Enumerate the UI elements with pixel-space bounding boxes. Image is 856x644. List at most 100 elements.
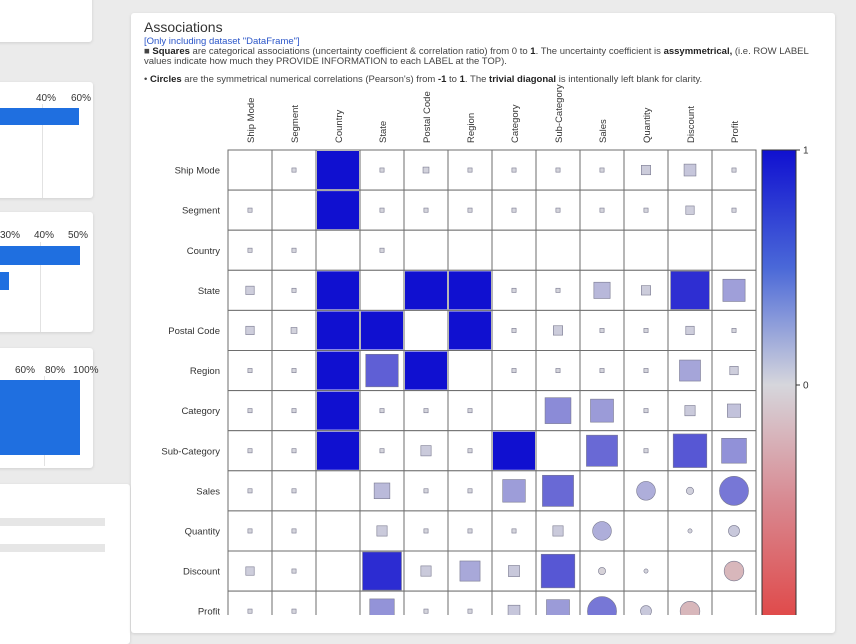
desc-text: are categorical associations (uncertaint… xyxy=(189,46,531,57)
association-square xyxy=(467,528,473,534)
heatmap-cell xyxy=(315,510,361,552)
association-square xyxy=(420,565,432,577)
association-square xyxy=(643,328,649,333)
association-square xyxy=(317,271,359,310)
association-square xyxy=(291,368,297,373)
association-square xyxy=(405,271,447,310)
tick-label: 100% xyxy=(73,365,99,376)
association-square xyxy=(291,528,297,534)
association-square xyxy=(542,474,574,507)
desc-text: are the symmetrical numerical correlatio… xyxy=(181,74,438,85)
association-square xyxy=(420,445,432,457)
association-square xyxy=(467,408,473,414)
association-square xyxy=(555,368,561,373)
bar xyxy=(0,108,79,125)
range-max: 1 xyxy=(459,74,465,85)
association-square xyxy=(379,207,385,213)
association-square xyxy=(508,565,520,577)
association-square xyxy=(685,325,695,335)
heatmap-cell xyxy=(667,229,713,271)
association-square xyxy=(731,167,737,173)
row-label: Profit xyxy=(198,607,221,615)
association-square xyxy=(555,167,561,173)
association-square xyxy=(599,167,605,173)
association-square xyxy=(423,608,429,614)
desc-text: . The uncertainty coefficient is xyxy=(535,46,664,57)
correlation-circle xyxy=(687,528,693,534)
association-square xyxy=(467,207,473,213)
tick-label: 30% xyxy=(0,230,21,241)
range-max: 1 xyxy=(530,46,536,57)
gridline xyxy=(40,242,41,332)
association-square xyxy=(423,207,429,213)
trivial-diagonal-term: trivial diagonal xyxy=(489,74,557,85)
association-square xyxy=(670,270,710,310)
association-square xyxy=(684,405,696,417)
association-square xyxy=(643,448,649,454)
association-square xyxy=(511,368,517,373)
heatmap-cell xyxy=(535,430,581,472)
row-label: Discount xyxy=(183,567,220,578)
correlation-circle xyxy=(636,481,656,501)
bar xyxy=(0,246,80,265)
heatmap-cell xyxy=(491,229,537,271)
row-label: Ship Mode xyxy=(175,166,220,177)
squares-description: ■ Squares are categorical associations (… xyxy=(144,46,809,57)
association-square xyxy=(379,448,385,454)
row-label: Segment xyxy=(182,206,220,217)
association-square xyxy=(247,488,253,494)
heatmap-cell xyxy=(623,510,669,552)
association-square xyxy=(507,604,521,615)
bar-chart-panel-top: 40% 60% xyxy=(0,82,93,198)
association-square xyxy=(449,271,491,310)
heatmap-cell xyxy=(579,470,625,512)
heatmap-cell xyxy=(535,229,581,271)
association-square xyxy=(555,287,561,293)
colorbar-tick-label: 1 xyxy=(803,146,809,157)
association-square xyxy=(247,207,253,213)
association-square xyxy=(555,207,561,213)
heatmap-cell xyxy=(403,229,449,271)
associations-title: Associations xyxy=(144,19,223,35)
association-square xyxy=(317,151,359,190)
gridline xyxy=(42,104,43,198)
row-label: Sub-Category xyxy=(161,446,220,457)
colorbar xyxy=(761,149,797,615)
association-square xyxy=(422,166,430,174)
column-label: Postal Code xyxy=(422,91,433,143)
association-square xyxy=(467,167,473,173)
row-label: Quantity xyxy=(185,526,221,537)
association-square xyxy=(502,479,526,503)
association-square xyxy=(290,327,298,334)
association-square xyxy=(641,285,651,296)
tick-label: 40% xyxy=(36,93,57,104)
association-square xyxy=(685,205,695,215)
association-square xyxy=(679,359,701,382)
square-bullet: ■ xyxy=(144,46,153,57)
row-label: Sales xyxy=(196,486,220,497)
association-square xyxy=(317,431,359,470)
association-square xyxy=(373,482,391,500)
dataset-note: [Only including dataset "DataFrame"] xyxy=(144,36,300,47)
row-label: State xyxy=(198,286,220,297)
row-label: Country xyxy=(187,246,221,257)
placeholder-line xyxy=(0,518,105,526)
association-square xyxy=(291,408,297,414)
association-square xyxy=(553,325,563,336)
association-square xyxy=(247,448,253,454)
association-square xyxy=(247,247,253,253)
column-label: Country xyxy=(334,109,345,143)
association-square xyxy=(731,207,737,213)
association-square xyxy=(317,391,359,430)
heatmap-cell xyxy=(315,590,361,615)
tick-label: 60% xyxy=(71,93,92,104)
circles-term: Circles xyxy=(149,74,182,85)
column-label: State xyxy=(378,121,389,143)
association-square xyxy=(449,311,491,350)
association-square xyxy=(590,398,614,423)
row-label: Region xyxy=(190,366,220,377)
association-square xyxy=(721,438,747,464)
association-square xyxy=(511,287,517,293)
bar xyxy=(0,380,80,455)
association-square xyxy=(599,368,605,373)
